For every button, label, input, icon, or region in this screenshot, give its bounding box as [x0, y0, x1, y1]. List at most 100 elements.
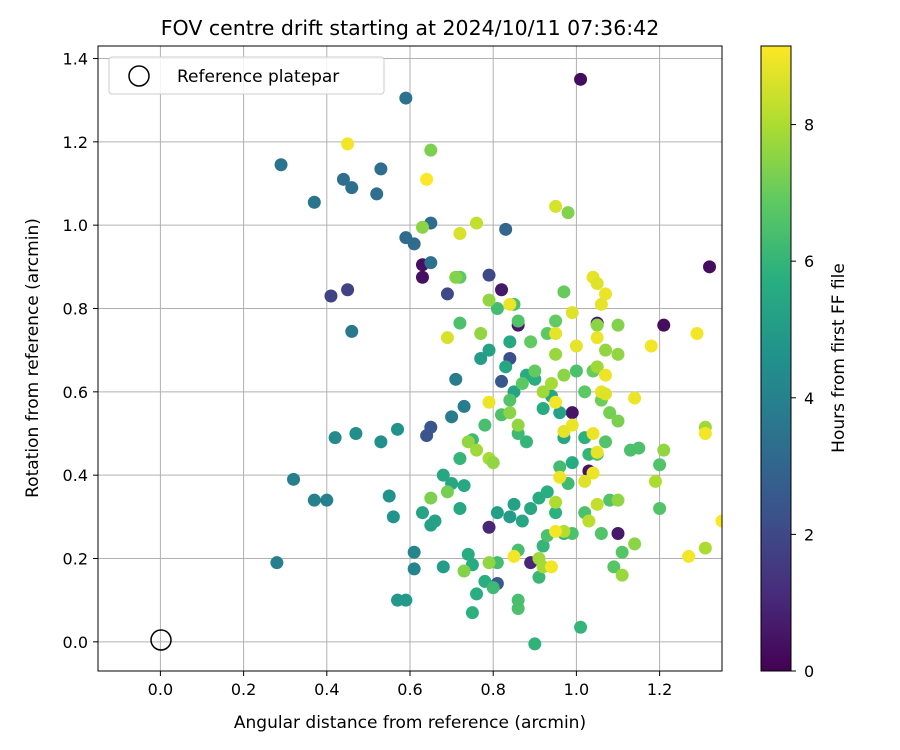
scatter-point: [565, 456, 579, 470]
scatter-point: [474, 327, 488, 340]
scatter-point: [698, 541, 712, 555]
scatter-point: [599, 387, 613, 401]
scatter-point: [599, 435, 613, 449]
scatter-point: [599, 368, 613, 382]
scatter-point: [586, 466, 600, 480]
scatter-point: [453, 502, 467, 515]
scatter-point: [453, 227, 467, 240]
scatter-point: [644, 339, 658, 353]
scatter-point: [503, 406, 517, 420]
scatter-point: [607, 560, 621, 574]
scatter-point: [524, 335, 538, 349]
scatter-point: [399, 593, 413, 607]
colorbar-label: Hours from first FF file: [829, 263, 849, 453]
data-points: [270, 72, 722, 651]
y-tick-label: 1.0: [63, 216, 88, 235]
scatter-point: [407, 545, 421, 559]
legend-label: Reference platepar: [177, 67, 339, 87]
scatter-point: [615, 545, 629, 559]
scatter-point: [657, 443, 671, 457]
scatter-point: [320, 493, 334, 507]
scatter-point: [599, 287, 613, 301]
scatter-point: [440, 485, 454, 499]
scatter-point: [420, 172, 434, 186]
scatter-point: [590, 277, 604, 290]
scatter-point: [515, 377, 529, 390]
x-tick-label: 0.4: [314, 680, 339, 699]
scatter-point: [336, 172, 350, 186]
y-tick-label: 1.2: [63, 133, 88, 152]
scatter-point: [511, 314, 525, 328]
scatter-point: [569, 339, 583, 353]
y-tick-label: 0.4: [63, 466, 88, 485]
y-tick-label: 0.0: [63, 633, 88, 652]
scatter-point: [536, 402, 550, 415]
scatter-point: [415, 506, 429, 520]
scatter-point: [578, 474, 592, 488]
scatter-point: [374, 162, 388, 176]
scatter-point: [470, 443, 484, 457]
scatter-point: [399, 231, 413, 245]
colorbar-gradient: [760, 45, 792, 672]
scatter-point: [499, 222, 513, 236]
scatter-point: [532, 570, 546, 584]
scatter-point: [457, 399, 471, 413]
scatter-point: [470, 216, 484, 230]
scatter-point: [391, 422, 405, 436]
scatter-point: [549, 327, 563, 340]
scatter-point: [574, 620, 588, 634]
scatter-point: [382, 489, 396, 503]
scatter-point: [424, 491, 438, 505]
scatter-point: [486, 456, 500, 470]
scatter-point: [453, 452, 467, 465]
scatter-point: [578, 385, 592, 399]
scatter-point: [515, 514, 529, 528]
scatter-point: [549, 199, 563, 213]
scatter-point: [482, 293, 496, 307]
colorbar-tick-label: 4: [804, 389, 814, 408]
x-tick-label: 0.8: [480, 680, 505, 699]
scatter-point: [524, 502, 538, 515]
legend-marker: [128, 65, 150, 87]
colorbar-tick-label: 6: [804, 252, 814, 271]
scatter-point: [628, 537, 642, 551]
scatter-point: [453, 316, 467, 330]
scatter-point: [549, 506, 563, 520]
scatter-point: [424, 143, 438, 157]
scatter-point: [478, 418, 492, 432]
scatter-point: [341, 283, 355, 297]
scatter-point: [569, 364, 583, 378]
scatter-point: [611, 493, 625, 507]
colorbar-ticks: 0 2 4 6 8: [791, 116, 814, 681]
scatter-point: [482, 520, 496, 534]
scatter-point: [482, 343, 496, 357]
scatter-point: [436, 468, 450, 482]
scatter-point: [590, 497, 604, 511]
scatter-point: [715, 514, 722, 528]
scatter-point: [653, 458, 667, 472]
scatter-point: [557, 424, 571, 438]
x-tick-label: 1.0: [564, 680, 589, 699]
scatter-point: [503, 510, 517, 524]
scatter-point: [628, 391, 642, 405]
scatter-point: [386, 510, 400, 524]
scatter-point: [407, 562, 421, 576]
legend-box: [108, 56, 385, 95]
scatter-point: [503, 297, 517, 311]
scatter-point: [341, 137, 355, 151]
scatter-point: [499, 360, 513, 374]
scatter-point: [345, 324, 359, 338]
scatter-point: [553, 406, 567, 420]
scatter-point: [553, 470, 567, 484]
scatter-point: [549, 347, 563, 361]
scatter-point: [424, 518, 438, 532]
scatter-point: [611, 318, 625, 332]
scatter-point: [590, 445, 604, 459]
scatter-point: [482, 268, 496, 282]
scatter-point: [399, 91, 413, 105]
legend: Reference platepar: [108, 56, 385, 95]
chart-title: FOV centre drift starting at 2024/10/11 …: [161, 16, 660, 40]
scatter-point: [465, 606, 479, 620]
scatter-point: [653, 502, 667, 515]
reference-platepar-marker: [150, 629, 172, 651]
